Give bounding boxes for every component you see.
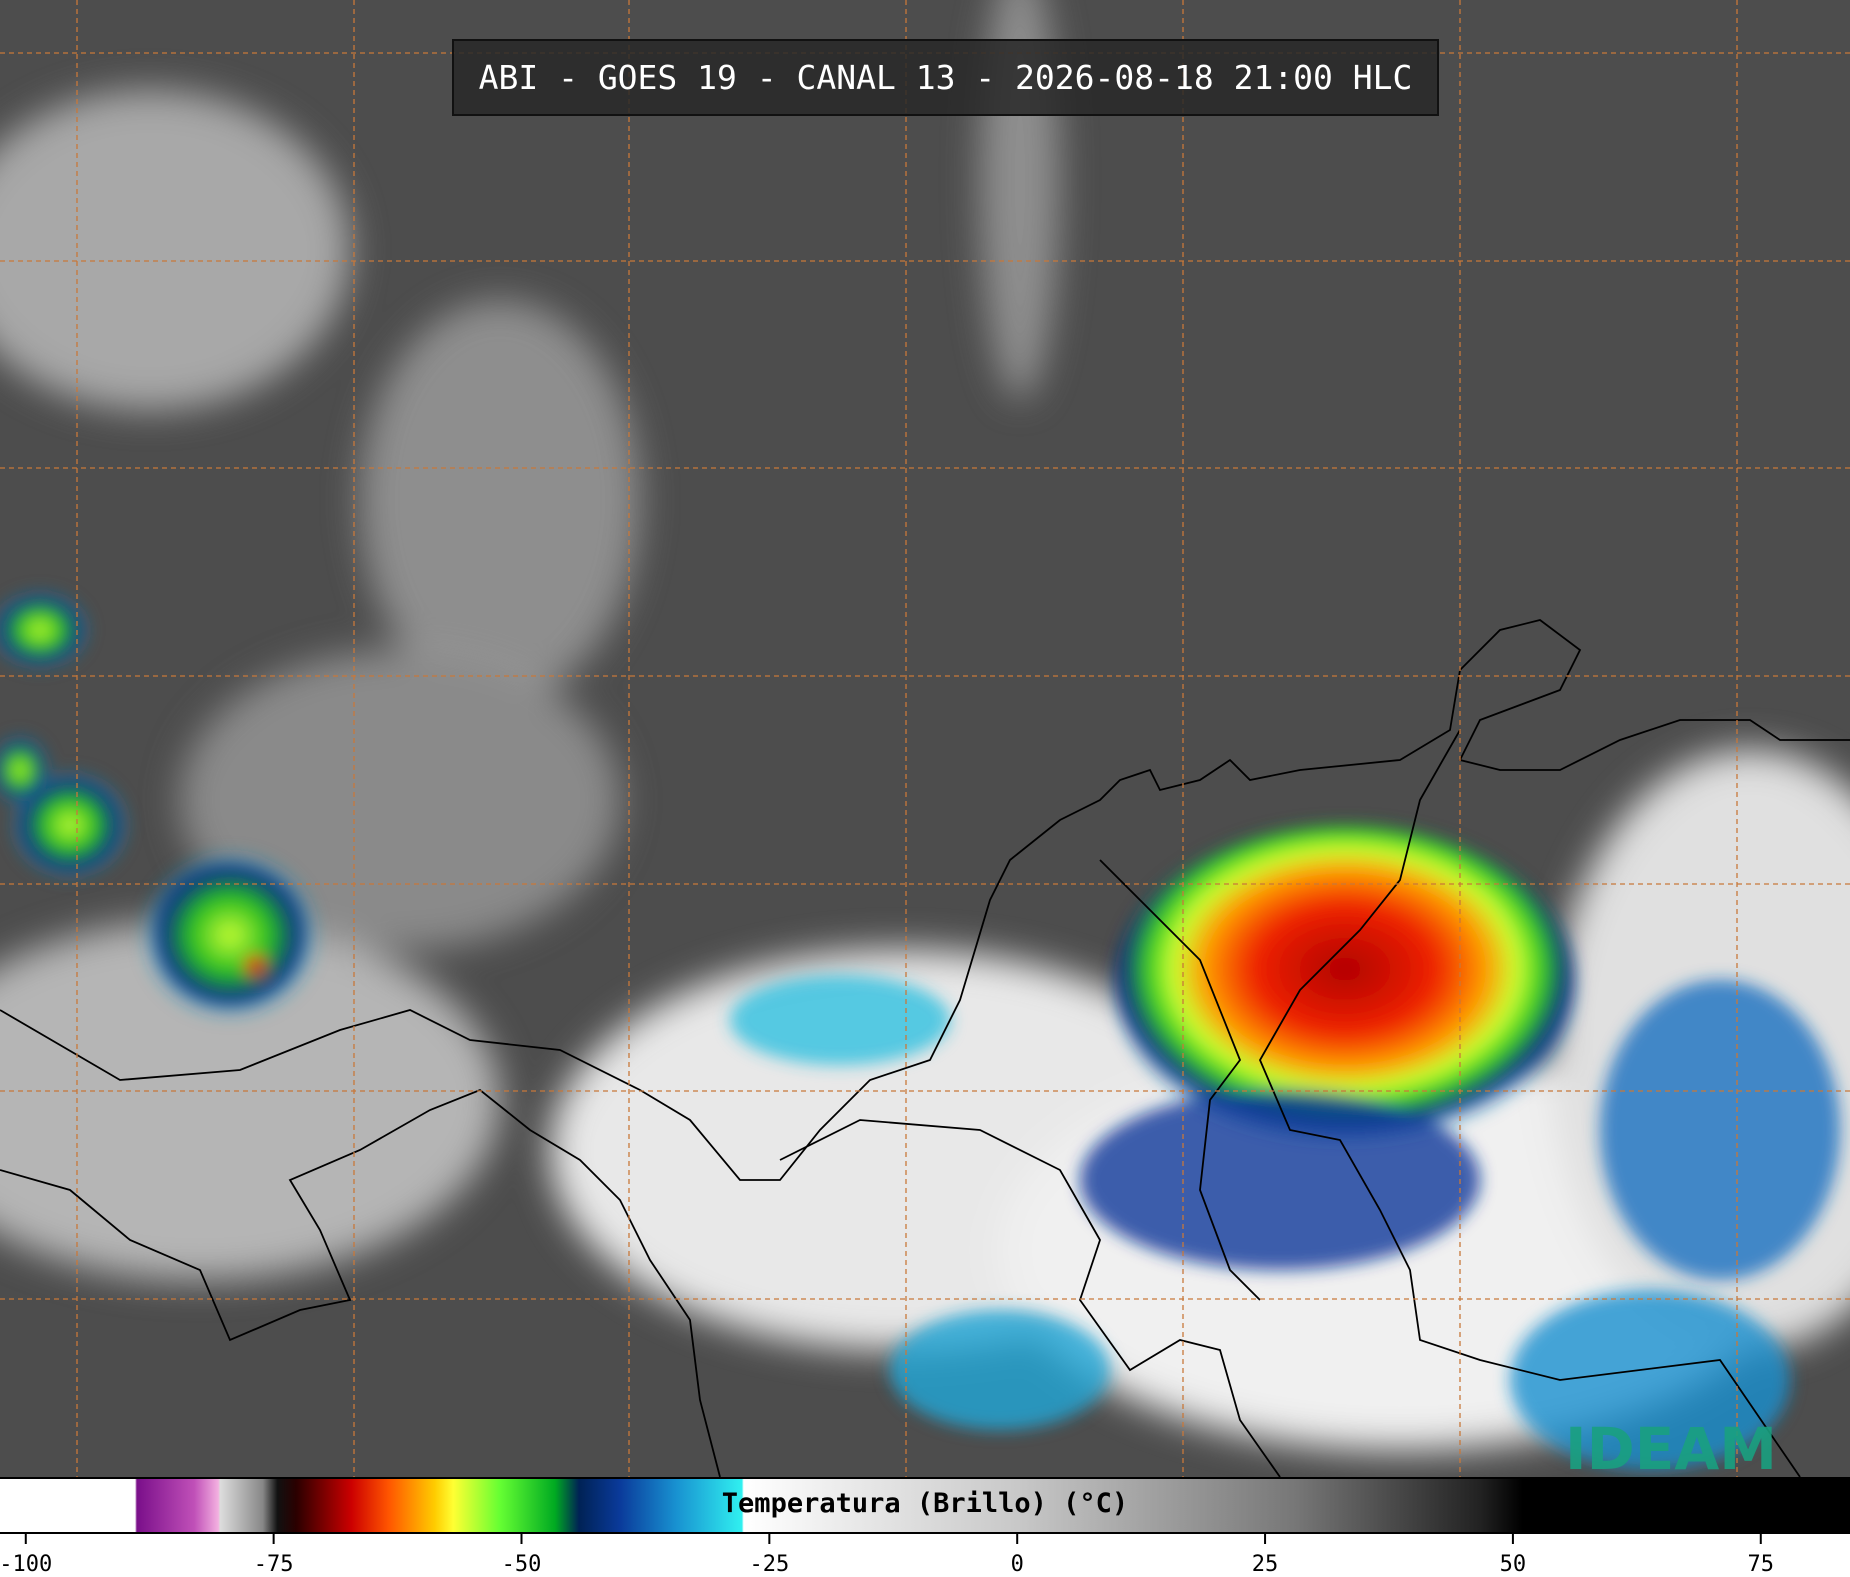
- graticule: [0, 0, 1850, 1477]
- logo: IDEAM: [1565, 1415, 1777, 1483]
- colorbar-axis: [0, 1534, 1850, 1577]
- convection: [0, 590, 1840, 1470]
- title: ABI - GOES 19 - CANAL 13 - 2026-08-18 21…: [452, 39, 1439, 116]
- colorbar: [0, 1477, 1850, 1534]
- colorbar-label: Temperatura (Brillo) (°C): [721, 1488, 1129, 1519]
- satellite-image: [0, 0, 1850, 1477]
